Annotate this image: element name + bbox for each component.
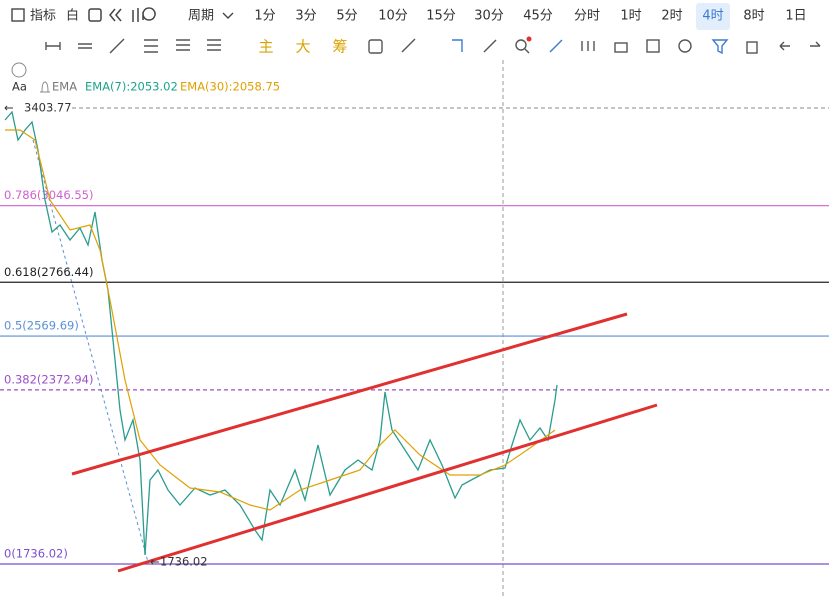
toolbar-icons	[88, 7, 156, 22]
fib-trend-line	[32, 139, 149, 563]
period-button[interactable]: 15分	[426, 9, 456, 24]
fib-level-label: 0.618(2766.44)	[4, 265, 93, 279]
legend-indicator: EMA	[52, 80, 77, 94]
legend-icon: Aa	[12, 80, 27, 94]
fib-level-label: 0.5(2569.69)	[4, 319, 79, 333]
period-button[interactable]: 1时	[620, 9, 641, 24]
period-button[interactable]: 4时	[702, 9, 723, 24]
tool-button[interactable]: 主	[258, 38, 273, 56]
period-button[interactable]: 1日	[785, 9, 806, 24]
period-button[interactable]: 30分	[474, 9, 504, 24]
high-label: 3403.77	[24, 101, 72, 115]
fib-level-label: 0.382(2372.94)	[4, 372, 93, 386]
period-arrow	[222, 12, 234, 19]
tool-button[interactable]: 大	[295, 38, 310, 56]
tool-button[interactable]: 筹	[332, 38, 347, 56]
period-button[interactable]: 8时	[743, 9, 764, 24]
period-button[interactable]: 45分	[523, 9, 553, 24]
period-button[interactable]: 3分	[295, 9, 316, 24]
period-button[interactable]: 10分	[378, 9, 408, 24]
fib-level-label: 0(1736.02)	[4, 547, 68, 561]
channel-upper	[71, 312, 628, 476]
white-button[interactable]: 白	[66, 8, 79, 24]
price-line	[4, 110, 558, 556]
ema-line	[5, 129, 556, 511]
alert-icon	[40, 81, 50, 93]
collapse-toggle[interactable]	[11, 62, 27, 78]
drawing-tool-icons	[45, 38, 221, 54]
period-button[interactable]: 1分	[254, 9, 275, 24]
indicator-button[interactable]: 指标	[30, 9, 56, 24]
high-arrow: ←	[4, 101, 14, 115]
indicator-icon	[11, 8, 25, 22]
period-button[interactable]: 2时	[661, 9, 682, 24]
period-button[interactable]: 周期	[188, 9, 214, 24]
legend-ema7: EMA(7):2053.02	[85, 80, 178, 94]
legend-ema30: EMA(30):2058.75	[180, 80, 280, 94]
period-button[interactable]: 分时	[574, 9, 600, 24]
period-button[interactable]: 5分	[336, 9, 357, 24]
channel-lower	[117, 403, 658, 573]
tool-icons-right	[368, 38, 821, 55]
low-arrow: ←	[150, 555, 160, 569]
alert-dot	[526, 36, 532, 42]
low-label: 1736.02	[160, 555, 208, 569]
active-period-bg	[696, 3, 730, 30]
